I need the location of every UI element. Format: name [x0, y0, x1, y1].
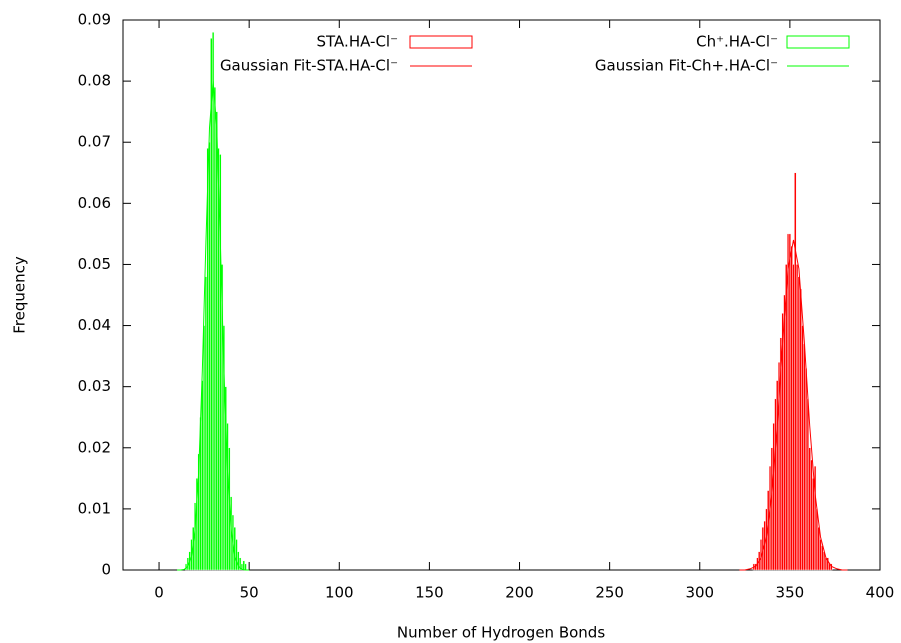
x-tick-label: 400 — [866, 584, 895, 602]
x-tick-label: 250 — [595, 584, 624, 602]
x-tick-label: 100 — [325, 584, 354, 602]
histogram-bar — [201, 380, 204, 571]
histogram-bar — [797, 276, 800, 571]
histogram-bar — [215, 111, 218, 571]
histogram-bar — [208, 142, 211, 571]
y-tick-label: 0.06 — [78, 194, 111, 212]
histogram-bar — [786, 233, 790, 571]
y-tick-label: 0 — [101, 561, 111, 579]
histogram-bar — [785, 264, 788, 571]
x-axis-label: Number of Hydrogen Bonds — [397, 624, 605, 642]
plot-frame — [122, 19, 881, 571]
x-tick-label: 350 — [776, 584, 805, 602]
histogram-bar — [810, 459, 813, 571]
histogram-bar — [808, 447, 811, 571]
histogram-bar — [242, 560, 245, 571]
histogram-bar — [770, 447, 773, 571]
y-tick-label: 0.02 — [78, 438, 111, 456]
histogram-bar — [812, 478, 815, 571]
y-axis-label: Frequency — [11, 256, 29, 334]
fit-line — [177, 81, 250, 571]
histogram-bar — [803, 343, 806, 571]
histogram-bar — [783, 294, 786, 571]
histogram-bar — [792, 264, 795, 571]
legend-label: Gaussian Fit-STA.HA-Cl⁻ — [220, 57, 398, 75]
y-tick-label: 0.03 — [78, 377, 111, 395]
histogram-bar — [801, 325, 804, 571]
histogram-bar — [213, 87, 217, 571]
y-tick-label: 0.04 — [78, 316, 111, 334]
fit-line — [739, 239, 848, 571]
histogram-bar — [203, 325, 206, 571]
histogram-bar — [817, 527, 820, 571]
histogram-bar — [772, 423, 775, 571]
x-tick-label: 300 — [685, 584, 714, 602]
histogram-bar — [244, 563, 247, 571]
histogram-bar — [774, 398, 777, 571]
histogram-bar — [795, 264, 799, 571]
histogram-bar — [821, 545, 824, 571]
histogram-bar — [235, 539, 238, 571]
histogram-bar — [805, 368, 808, 571]
histogram-bar — [819, 539, 822, 571]
y-tick-label: 0.05 — [78, 255, 111, 273]
legend-label: Ch⁺.HA-Cl⁻ — [696, 33, 778, 51]
y-tick-label: 0.01 — [78, 499, 111, 517]
histogram-bar — [788, 233, 791, 571]
legend-label: STA.HA-Cl⁻ — [317, 33, 398, 51]
histogram-bar — [806, 398, 810, 571]
y-tick-label: 0.09 — [78, 11, 111, 29]
histogram-bar — [768, 465, 772, 571]
x-tick-label: 200 — [505, 584, 534, 602]
histogram-bar — [794, 172, 797, 571]
x-tick-label: 150 — [415, 584, 444, 602]
legend-label: Gaussian Fit-Ch+.HA-Cl⁻ — [595, 57, 778, 75]
histogram-bar — [204, 276, 208, 571]
histogram-bar — [799, 288, 802, 571]
y-tick-label: 0.07 — [78, 133, 111, 151]
legend-swatch — [786, 35, 850, 49]
histogram-bar — [790, 245, 793, 571]
histogram-bar — [212, 32, 215, 571]
x-tick-label: 0 — [154, 584, 164, 602]
histogram-bar — [815, 508, 819, 571]
legend-swatch — [409, 35, 473, 49]
x-tick-label: 50 — [240, 584, 259, 602]
y-tick-label: 0.08 — [78, 72, 111, 90]
